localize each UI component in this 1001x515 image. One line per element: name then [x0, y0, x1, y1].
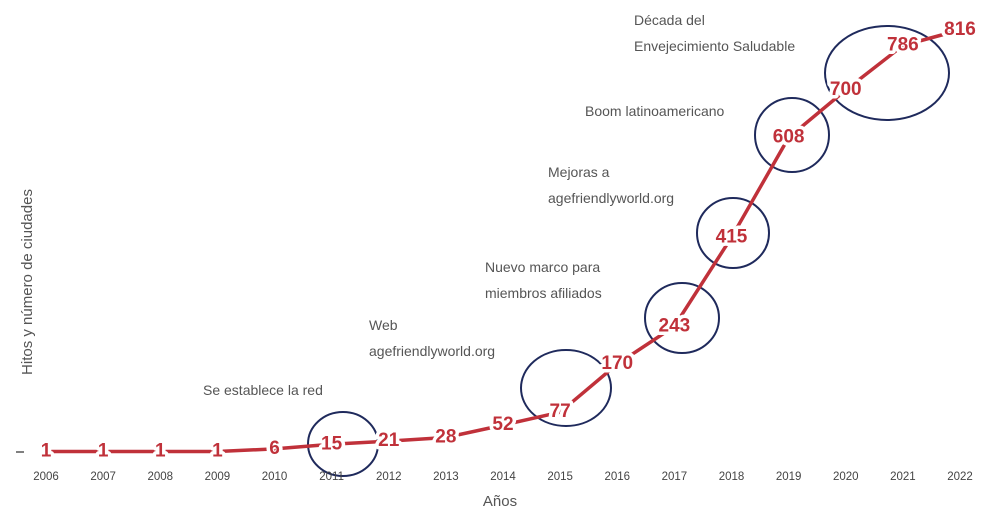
- x-tick-label: 2018: [719, 471, 745, 483]
- annotation: agefriendlyworld.org: [548, 190, 674, 206]
- x-tick-label: 2015: [547, 471, 573, 483]
- x-tick-label: 2017: [662, 471, 688, 483]
- data-label: 786: [887, 35, 919, 56]
- data-label: 15: [321, 433, 343, 454]
- annotation: Mejoras a: [548, 164, 610, 180]
- x-tick-label: 2008: [147, 471, 173, 483]
- data-label: 1: [155, 440, 166, 461]
- x-axis-label: Años: [483, 493, 517, 510]
- x-tick-label: 2021: [890, 471, 916, 483]
- highlight-circle: [307, 411, 379, 477]
- annotation: Boom latinoamericano: [585, 103, 725, 119]
- data-label: 415: [716, 226, 748, 247]
- data-label: 6: [269, 438, 280, 459]
- x-tick-label: 2013: [433, 471, 459, 483]
- data-label: 243: [659, 315, 691, 336]
- x-tick-label: 2012: [376, 471, 402, 483]
- data-label: 608: [773, 127, 805, 148]
- x-tick-label: 2014: [490, 471, 516, 483]
- annotation: Nuevo marco para: [485, 259, 600, 275]
- x-tick-label: 2007: [90, 471, 116, 483]
- y-axis-label: Hitos y número de ciudades: [19, 189, 36, 375]
- x-tick-label: 2022: [947, 471, 973, 483]
- data-label: 77: [550, 401, 571, 422]
- data-label: 1: [212, 440, 223, 461]
- data-label: 170: [601, 353, 633, 374]
- data-label: 700: [830, 79, 862, 100]
- x-tick-label: 2016: [604, 471, 630, 483]
- x-tick-label: 2009: [205, 471, 231, 483]
- x-tick-label: 2010: [262, 471, 288, 483]
- data-label: 816: [944, 19, 976, 40]
- x-tick-label: 2011: [319, 471, 344, 483]
- annotation: Web: [369, 317, 398, 333]
- highlight-circle: [824, 25, 950, 121]
- data-label: 52: [492, 414, 513, 435]
- x-tick-label: 2020: [833, 471, 859, 483]
- annotation: agefriendlyworld.org: [369, 343, 495, 359]
- annotation: Década del: [634, 12, 705, 28]
- data-label: 21: [378, 430, 400, 451]
- data-label: 1: [41, 440, 52, 461]
- annotation: Se establece la red: [203, 382, 323, 398]
- data-label: 1: [98, 440, 109, 461]
- highlight-circle: [696, 197, 770, 269]
- x-tick-label: 2019: [776, 471, 802, 483]
- line: [46, 28, 961, 454]
- annotation: miembros afiliados: [485, 285, 602, 301]
- highlight-circle: [754, 97, 830, 173]
- data-label: 28: [435, 427, 456, 448]
- highlight-circle: [644, 282, 720, 354]
- annotation: Envejecimiento Saludable: [634, 38, 795, 54]
- x-tick-label: 2006: [33, 471, 59, 483]
- highlight-circle: [520, 349, 612, 427]
